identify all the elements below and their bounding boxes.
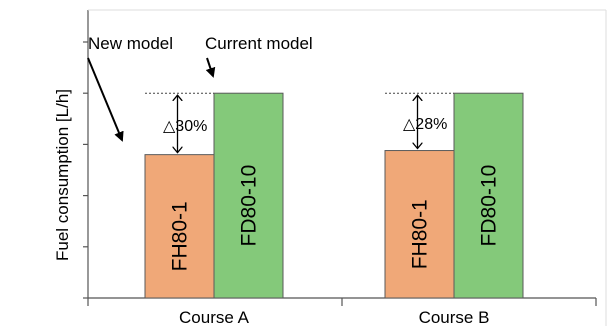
legend-new-model: New model [88, 34, 174, 53]
plot-area: Fuel consumption [L/h] FH80-1 FD80-10 Cours… [53, 9, 607, 326]
bar-label-current-model-course-a: FD80-10 [238, 165, 261, 247]
reduction-label-course-b: △28% [403, 116, 447, 133]
bar-label-new-model-course-a: FH80-1 [169, 201, 192, 271]
legend-arrow-new-model [87, 57, 124, 142]
x-tick-label-course-a: Course A [179, 308, 250, 326]
y-axis-label: Fuel consumption [L/h] [53, 89, 72, 261]
bar-current-model-course-a [213, 92, 284, 299]
reduction-label-course-a: △30% [163, 118, 207, 135]
legend-current-model: Current model [205, 34, 313, 53]
legend-arrow-current-model [205, 57, 216, 78]
bar-current-model-course-b [453, 92, 524, 299]
bar-label-current-model-course-b: FD80-10 [478, 165, 501, 247]
bar-label-new-model-course-b: FH80-1 [409, 199, 432, 269]
bar-new-model-course-b [384, 150, 455, 299]
x-tick-label-course-b: Course B [419, 308, 490, 326]
